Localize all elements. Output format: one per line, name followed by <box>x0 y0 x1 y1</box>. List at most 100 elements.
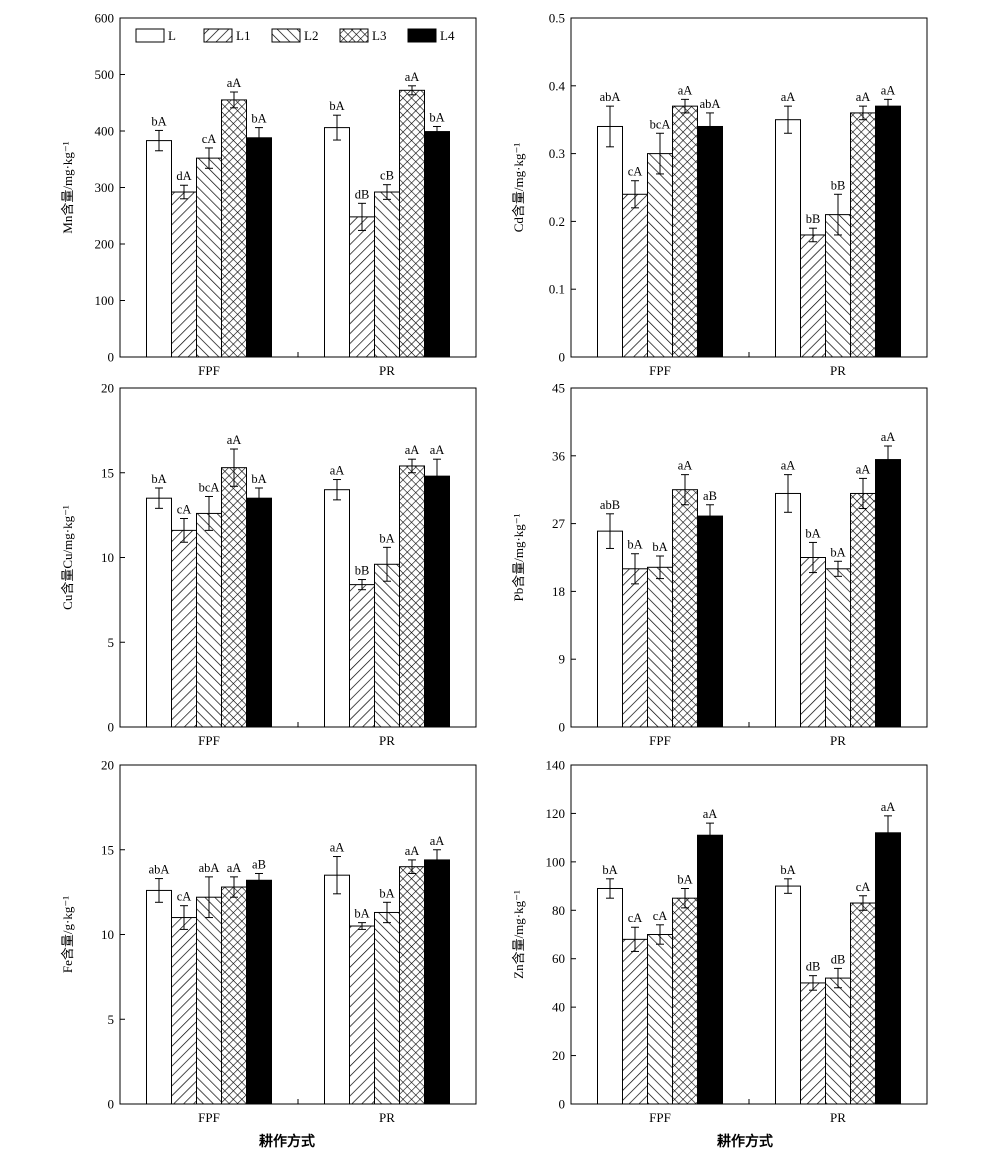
bar <box>349 216 375 358</box>
bar <box>825 977 851 1105</box>
significance-label: dB <box>806 960 821 974</box>
y-tick-label: 100 <box>95 293 115 308</box>
bar <box>800 982 826 1105</box>
bar <box>221 99 247 358</box>
bar <box>246 137 272 358</box>
y-tick-label: 0.1 <box>549 282 565 297</box>
x-tick-label: FPF <box>198 363 220 378</box>
bar <box>196 512 222 728</box>
bar <box>875 832 901 1105</box>
significance-label: cA <box>628 165 643 179</box>
legend-label: L4 <box>440 28 455 43</box>
chart-panel-5: 0 5 10 15 20 Fe含量/g·kg⁻¹ FPF abA cA abA aA aB PR aA bA… <box>60 758 477 1125</box>
bar <box>672 489 698 728</box>
significance-label: bA <box>354 907 369 921</box>
significance-label: bA <box>627 538 642 552</box>
bar <box>349 925 375 1105</box>
significance-label: dB <box>831 952 846 966</box>
legend-swatch <box>271 28 301 43</box>
y-tick-label: 5 <box>108 635 115 650</box>
legend-label: L3 <box>372 28 386 43</box>
x-tick-label: PR <box>379 1110 395 1125</box>
y-tick-label: 45 <box>552 381 565 396</box>
significance-label: cB <box>380 169 394 183</box>
significance-label: aA <box>881 430 896 444</box>
y-tick-label: 0 <box>559 350 566 365</box>
bar <box>697 125 723 358</box>
significance-label: bA <box>251 112 266 126</box>
bottom-xlabel-right: 耕作方式 <box>717 1133 773 1150</box>
bar <box>374 191 400 358</box>
significance-label: cA <box>177 890 192 904</box>
y-tick-label: 0 <box>108 720 115 735</box>
y-tick-label: 100 <box>546 854 566 869</box>
bar <box>324 127 350 358</box>
y-tick-label: 0 <box>559 1097 566 1112</box>
significance-label: abB <box>600 498 620 512</box>
y-tick-label: 9 <box>559 652 566 667</box>
bar <box>647 934 673 1105</box>
significance-label: aA <box>881 83 896 97</box>
y-tick-label: 200 <box>95 237 115 252</box>
legend-swatch <box>135 28 165 43</box>
significance-label: aA <box>405 70 420 84</box>
x-tick-label: PR <box>830 1110 846 1125</box>
bar <box>597 125 623 358</box>
chart-panel-3: 0 5 10 15 20 Cu含量Cu/mg·kg⁻¹ FPF bA cA bcA aA bA PR aA… <box>60 381 477 748</box>
significance-label: aA <box>881 800 896 814</box>
chart-panel-2: 0 0.1 0.2 0.3 0.4 0.5 Cd含量/mg·kg⁻¹ FPF abA cA bcA a… <box>511 11 928 378</box>
y-tick-label: 0 <box>559 720 566 735</box>
bar <box>374 911 400 1105</box>
chart-panel-1: 0 100 200 300 400 500 600 Mn含量/mg·kg⁻¹ FPF bA dA cA… <box>60 11 477 378</box>
legend-swatch <box>407 28 437 43</box>
significance-label: aA <box>703 807 718 821</box>
bar <box>171 917 197 1105</box>
bar <box>399 866 425 1105</box>
bar <box>775 885 801 1105</box>
bar <box>374 563 400 728</box>
bar <box>399 89 425 358</box>
y-tick-label: 80 <box>552 903 565 918</box>
significance-label: aA <box>856 90 871 104</box>
y-axis-label: Zn含量/mg·kg⁻¹ <box>511 890 526 979</box>
significance-label: aA <box>430 834 445 848</box>
y-tick-label: 15 <box>101 465 114 480</box>
y-tick-label: 500 <box>95 67 115 82</box>
bar <box>424 859 450 1105</box>
bar <box>850 112 876 358</box>
y-tick-label: 300 <box>95 180 115 195</box>
y-tick-label: 0.4 <box>549 78 566 93</box>
x-tick-label: PR <box>830 363 846 378</box>
significance-label: aA <box>405 844 420 858</box>
bar <box>246 879 272 1105</box>
y-tick-label: 18 <box>552 584 565 599</box>
x-tick-label: FPF <box>649 733 671 748</box>
y-tick-label: 15 <box>101 842 114 857</box>
bar <box>424 131 450 358</box>
y-tick-label: 10 <box>101 927 114 942</box>
bar <box>697 834 723 1105</box>
significance-label: abA <box>600 90 621 104</box>
bar <box>146 497 172 728</box>
bar <box>597 530 623 728</box>
bar <box>825 214 851 358</box>
bar <box>850 492 876 728</box>
significance-label: bA <box>151 472 166 486</box>
x-tick-label: FPF <box>198 733 220 748</box>
significance-label: aA <box>227 861 242 875</box>
y-tick-label: 36 <box>552 448 566 463</box>
significance-label: aB <box>252 857 266 871</box>
y-axis-label: Pb含量/mg·kg⁻¹ <box>511 513 526 601</box>
x-tick-label: FPF <box>649 1110 671 1125</box>
significance-label: bA <box>151 114 166 128</box>
y-tick-label: 120 <box>546 806 566 821</box>
bar <box>622 938 648 1105</box>
y-tick-label: 5 <box>108 1012 115 1027</box>
bar <box>196 896 222 1105</box>
y-tick-label: 0 <box>108 350 115 365</box>
legend: L L1 L2 L3 L4 <box>135 28 455 43</box>
y-tick-label: 0.3 <box>549 146 565 161</box>
bar <box>324 489 350 728</box>
significance-label: aA <box>330 464 345 478</box>
